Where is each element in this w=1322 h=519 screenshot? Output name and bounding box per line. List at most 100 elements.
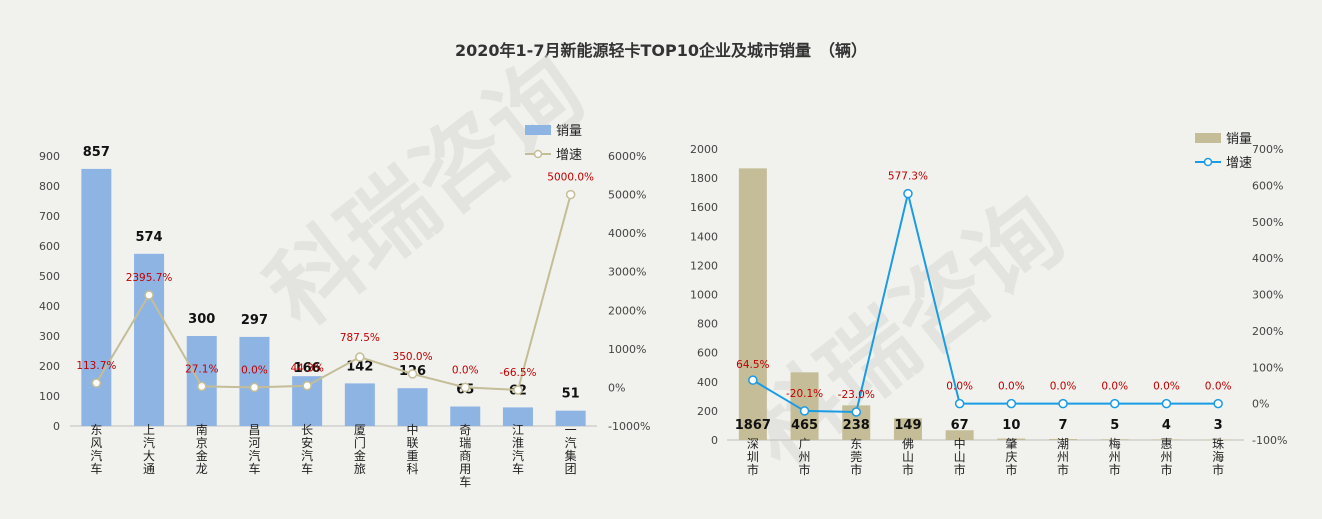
growth-point <box>565 189 576 200</box>
y-left-tick-label: 300 <box>39 330 60 343</box>
growth-point <box>851 407 861 417</box>
category-label: 州 <box>1160 450 1172 464</box>
category-label: 山 <box>954 450 966 464</box>
bar <box>186 336 217 426</box>
growth-value-label: 113.7% <box>76 360 116 372</box>
y-left-tick-label: 1800 <box>690 172 718 185</box>
category-label: 河 <box>248 436 260 450</box>
bar <box>239 336 270 426</box>
category-label: 一 <box>565 423 577 437</box>
bar-value-label: 4 <box>1162 418 1171 433</box>
category-label: 中 <box>407 422 419 437</box>
growth-point <box>302 380 312 391</box>
growth-point <box>513 385 523 395</box>
growth-value-label: 5000.0% <box>547 172 594 184</box>
growth-value-label: 350.0% <box>393 351 433 363</box>
category-label: 市 <box>1160 462 1172 477</box>
category-label: 佛 <box>902 437 914 451</box>
category-label: 山 <box>902 450 914 464</box>
category-label: 奇 <box>459 423 471 437</box>
growth-point <box>799 406 810 416</box>
y-left-tick-label: 600 <box>39 240 60 253</box>
category-label: 南 <box>196 422 208 437</box>
bar <box>344 383 375 426</box>
growth-point <box>1110 398 1120 409</box>
y-right-tick-label: 300% <box>1252 289 1283 302</box>
category-label: 龙 <box>196 462 208 476</box>
category-label: 长 <box>301 423 313 437</box>
category-label: 京 <box>196 436 208 450</box>
category-label: 联 <box>407 436 419 450</box>
growth-value-label: 577.3% <box>888 171 928 183</box>
category-label: 车 <box>459 474 471 489</box>
category-label: 梅 <box>1109 436 1121 451</box>
bar-value-label: 3 <box>1214 418 1223 433</box>
category-label: 市 <box>1005 462 1017 477</box>
bar <box>1049 438 1078 440</box>
bar-value-label: 1867 <box>735 418 771 433</box>
category-label: 州 <box>1109 450 1121 464</box>
bar-value-label: 238 <box>843 418 870 433</box>
y-right-tick-label: 600% <box>1252 179 1283 192</box>
y-left-tick-label: 900 <box>39 150 60 163</box>
growth-value-label: 0.0% <box>452 364 479 376</box>
growth-point <box>903 188 913 199</box>
y-right-tick-label: 1000% <box>608 343 646 356</box>
growth-line <box>752 193 1219 414</box>
y-left-tick-label: 200 <box>697 405 718 418</box>
y-right-tick-label: 700% <box>1252 143 1283 156</box>
category-label: 车 <box>90 461 102 476</box>
growth-value-label: 0.0% <box>998 381 1025 393</box>
category-label: 市 <box>902 462 914 477</box>
category-label: 车 <box>512 461 524 476</box>
y-right-tick-label: 0% <box>1252 398 1269 411</box>
growth-point <box>144 290 154 300</box>
category-label: 汽 <box>565 435 577 450</box>
bar <box>397 388 428 426</box>
category-label: 市 <box>954 462 966 477</box>
growth-value-label: -23.0% <box>838 389 875 401</box>
category-label: 潮 <box>1057 436 1069 451</box>
category-label: 科 <box>407 462 419 476</box>
bar-value-label: 857 <box>83 145 110 160</box>
category-label: 海 <box>1212 449 1224 464</box>
category-label: 汽 <box>301 448 313 463</box>
category-label: 汽 <box>90 448 102 463</box>
category-label: 庆 <box>1005 450 1017 464</box>
growth-value-label: 0.0% <box>946 381 973 393</box>
y-left-tick-label: 0 <box>53 420 60 433</box>
category-label: 车 <box>248 461 260 476</box>
category-label: 昌 <box>248 423 260 437</box>
bar-value-label: 465 <box>791 418 818 433</box>
y-left-tick-label: 1400 <box>690 230 718 243</box>
category-label: 中 <box>954 436 966 451</box>
category-label: 江 <box>512 423 524 437</box>
chart-title: 2020年1-7月新能源轻卡TOP10企业及城市销量 （辆） <box>455 41 867 60</box>
bar <box>1204 439 1233 441</box>
y-left-tick-label: 400 <box>697 376 718 389</box>
growth-value-label: 44.3% <box>290 363 323 375</box>
bar-value-label: 300 <box>188 312 215 327</box>
category-label: 安 <box>301 435 313 450</box>
category-label: 汽 <box>248 448 260 463</box>
chart-left-companies: 0 100 200 300 400 500 600 700 800 900 -1000% 0% 1000… <box>39 124 650 489</box>
y-left-tick-label: 0 <box>711 434 718 447</box>
bar-value-label: 10 <box>1002 418 1020 433</box>
category-label: 旅 <box>354 462 366 476</box>
y-left-tick-label: 400 <box>39 300 60 313</box>
growth-value-label: 0.0% <box>1205 381 1232 393</box>
growth-point <box>1006 398 1017 409</box>
y-right-tick-label: 0% <box>608 381 625 394</box>
bar <box>738 168 767 440</box>
y-left-tick-label: 2000 <box>690 143 718 156</box>
category-label: 州 <box>799 450 811 464</box>
category-label: 市 <box>799 462 811 477</box>
legend-line-marker <box>533 149 543 159</box>
growth-value-label: 0.0% <box>1050 381 1077 393</box>
category-label: 市 <box>1109 462 1121 477</box>
growth-point <box>91 378 102 388</box>
bar <box>893 418 922 440</box>
y-right-tick-label: 400% <box>1252 252 1283 265</box>
category-label: 莞 <box>850 450 862 464</box>
y-left-tick-label: 800 <box>39 180 60 193</box>
